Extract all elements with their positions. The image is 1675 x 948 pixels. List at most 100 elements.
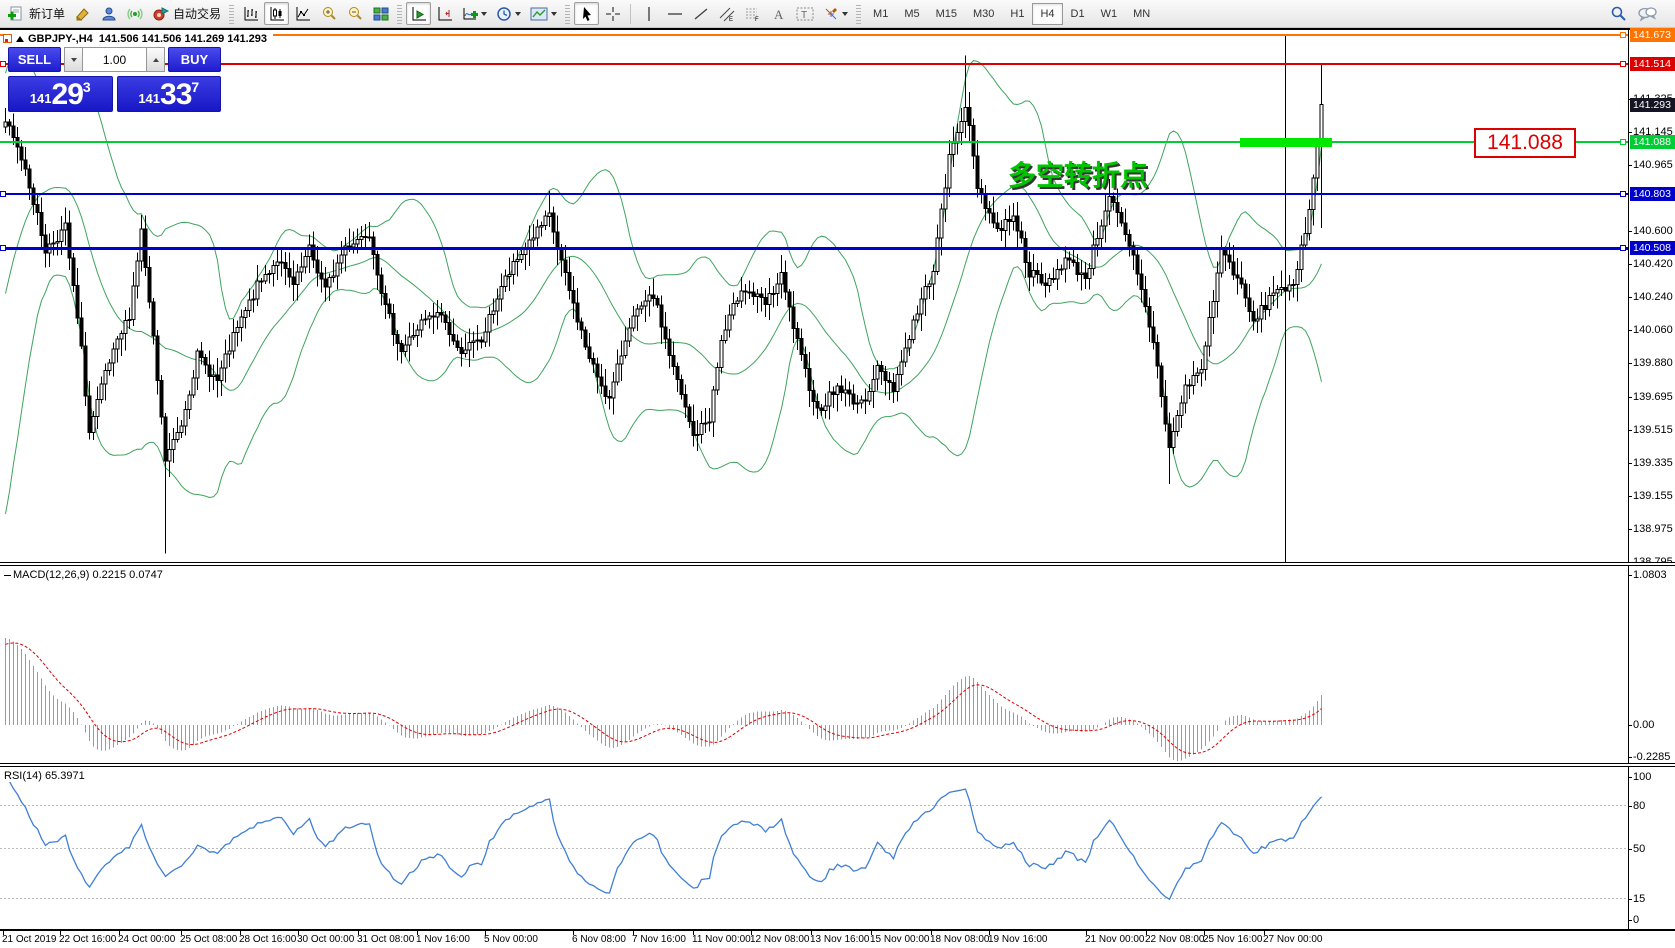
pane-splitter[interactable] [0,763,1675,767]
date-tick-mark [931,931,932,935]
line-chart-button[interactable] [290,2,315,25]
date-tick-label: 7 Nov 16:00 [632,934,686,945]
date-tick-label: 5 Nov 00:00 [484,934,538,945]
autotrade-label: 自动交易 [173,7,222,21]
hline-141.088[interactable] [0,141,1628,143]
volume-input[interactable]: 1.00 [83,47,146,72]
candlestick-chart-button[interactable] [264,2,290,25]
text-tool-button[interactable]: A [766,2,791,25]
signals-button[interactable] [122,2,147,25]
macd-tick-mark [1628,575,1632,576]
date-tick-label: 21 Oct 2019 [2,934,57,945]
line-handle[interactable] [0,245,6,251]
volume-increase-button[interactable] [146,47,165,72]
indicators-icon [463,7,479,19]
templates-button[interactable] [526,2,561,25]
sell-button[interactable]: SELL [8,47,61,72]
rsi-tick-label: 15 [1633,893,1646,905]
macd-collapse-icon[interactable] [4,574,11,576]
price-tick-label: 140.600 [1633,225,1673,237]
pane-splitter[interactable] [0,562,1675,566]
arrows-tool-button[interactable] [819,2,852,25]
zoom-out-button[interactable] [342,2,367,25]
trendline-tool-button[interactable] [688,2,713,25]
collapse-icon[interactable] [16,35,24,42]
rsi-pane [0,767,1628,929]
periods-button[interactable] [492,2,525,25]
fibonacci-tool-button[interactable]: F [740,2,765,25]
zoom-in-button[interactable] [316,2,341,25]
line-handle[interactable] [0,191,6,197]
timeframe-row: M1 M5 M15 M30 H1 H4 D1 W1 MN [865,2,1158,25]
date-tick-mark [181,931,182,935]
timeframe-m30[interactable]: M30 [973,7,995,20]
date-tick-label: 1 Nov 16:00 [416,934,470,945]
hline-141.514[interactable] [0,63,1628,65]
date-axis: 21 Oct 2019 22 Oct 16:00 24 Oct 00:00 25 Oc… [0,931,1675,948]
date-tick-label: 19 Nov 16:00 [988,934,1048,945]
toolbar-separator [630,3,632,24]
price-tick-mark [1628,330,1632,331]
date-tick-label: 21 Nov 00:00 [1085,934,1145,945]
timeframe-m1[interactable]: M1 [873,7,889,20]
current-price-badge: 141.293 [1630,98,1675,112]
svg-text:E: E [729,17,733,22]
autotrade-button[interactable]: 自动交易 [148,2,225,25]
channel-tool-button[interactable]: E [714,2,739,25]
sell-price-sup: 3 [82,79,91,95]
horizontal-line-tool-button[interactable] [662,2,687,25]
chart-window-icon [3,34,12,43]
buy-price-tile[interactable]: 141 33 7 [116,76,221,112]
date-tick-label: 25 Oct 08:00 [180,934,238,945]
main-price-chart [0,30,1628,562]
timeframe-w1[interactable]: W1 [1100,7,1118,20]
new-order-button[interactable]: 新订单 [4,2,69,25]
rsi-label: RSI(14) 65.3971 [4,770,89,782]
timeframe-m15[interactable]: M15 [935,7,957,20]
line-anchor-square [1620,32,1626,38]
timeframe-d1[interactable]: D1 [1070,7,1085,20]
timeframe-h4[interactable]: H4 [1032,2,1063,25]
styler-button[interactable] [70,2,95,25]
sell-price-tile[interactable]: 141 29 3 [8,76,113,112]
buy-button[interactable]: BUY [168,47,221,72]
indicators-button[interactable] [458,2,491,25]
label-tool-button[interactable]: T [792,2,818,25]
price-badge-140.508: 140.508 [1630,241,1675,255]
horizontal-line-icon [667,12,682,15]
timeframe-mn[interactable]: MN [1133,7,1151,20]
tile-windows-button[interactable] [368,2,393,25]
price-tick-mark [1628,231,1632,232]
search-icon[interactable] [1610,5,1627,22]
price-tick-mark [1628,463,1632,464]
hline-140.508[interactable] [0,247,1628,250]
chinese-annotation: 多空转折点 [1008,160,1149,191]
date-tick-mark [693,931,694,935]
macd-tick-label: 0.00 [1633,719,1655,731]
buy-price-prefix: 141 [138,91,161,106]
timeframe-h1[interactable]: H1 [1010,7,1025,20]
crosshair-tool-button[interactable] [600,2,625,25]
autoscroll-button[interactable] [406,2,432,25]
price-tick-label: 139.155 [1633,490,1673,502]
hline-140.803[interactable] [0,193,1628,195]
macd-tick-label: 1.0803 [1633,569,1667,581]
text-label-icon: T [796,7,814,21]
green-highlight-bar [1240,138,1332,147]
bar-chart-button[interactable] [238,2,263,25]
date-tick-label: 27 Nov 00:00 [1263,934,1323,945]
symbol-title: GBPJPY-,H4 [28,32,93,45]
vertical-line-tool-button[interactable] [636,2,661,25]
market-watch-button[interactable] [96,2,121,25]
timeframe-m5[interactable]: M5 [904,7,920,20]
volume-decrease-button[interactable] [64,47,83,72]
cursor-tool-button[interactable] [574,2,600,25]
chat-icon[interactable] [1637,6,1657,22]
price-badge-141.088: 141.088 [1630,135,1675,149]
candlestick-icon [270,6,284,20]
chart-shift-button[interactable] [432,2,457,25]
hline-141.673[interactable] [0,34,1628,36]
date-tick-label: 11 Nov 00:00 [692,934,751,945]
line-handle[interactable] [0,61,6,67]
sell-price-big: 29 [51,78,84,111]
